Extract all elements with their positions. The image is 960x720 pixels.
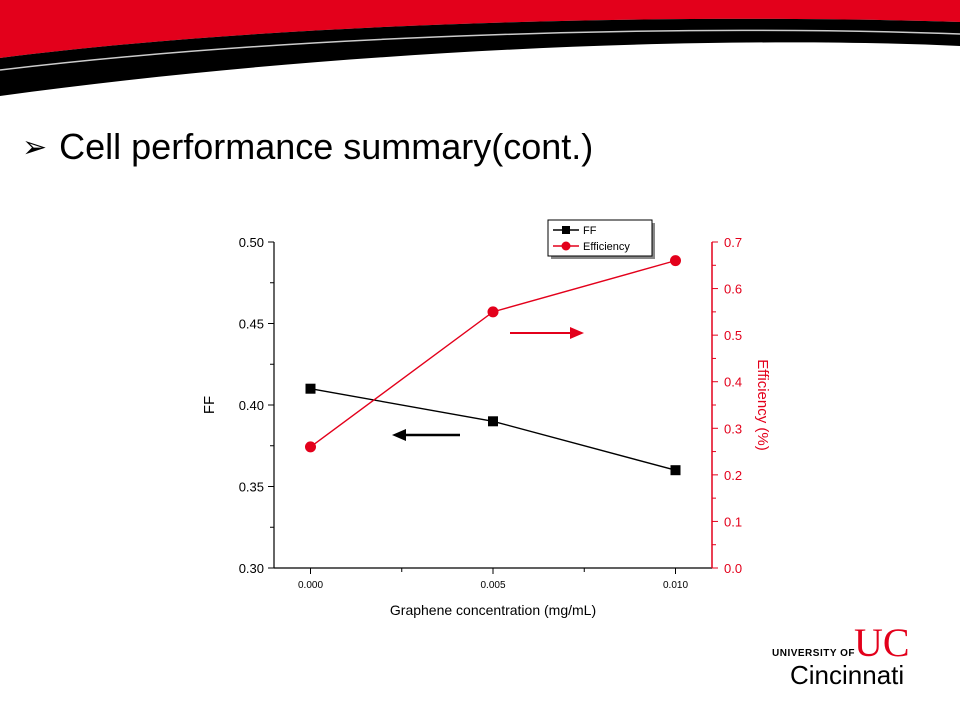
- y-right-tick-label: 0.2: [724, 468, 742, 483]
- x-tick-label: 0.000: [298, 580, 323, 591]
- y-right-tick-label: 0.5: [724, 328, 742, 343]
- data-point-efficiency: [305, 441, 316, 453]
- legend-marker-ff: [562, 226, 570, 234]
- y-right-tick-label: 0.3: [724, 421, 742, 436]
- axis-indicator-arrows: [392, 327, 584, 441]
- legend-label-ff: FF: [583, 225, 597, 237]
- data-point-efficiency: [670, 255, 681, 267]
- banner-white-stripe: [0, 29, 960, 71]
- bullet-arrow-icon: ➢: [22, 130, 48, 164]
- logo-line-2: Cincinnati: [790, 660, 905, 690]
- y-right-axis-title: Efficiency (%): [754, 359, 771, 450]
- y-left-tick-label: 0.40: [239, 398, 264, 413]
- legend-marker-efficiency: [561, 241, 571, 251]
- legend: FF Efficiency: [547, 219, 655, 259]
- uc-logo-mark: UC: [854, 620, 910, 660]
- y-left-tick-label: 0.35: [239, 480, 264, 495]
- legend-label-efficiency: Efficiency: [583, 241, 630, 253]
- x-tick-label: 0.010: [663, 580, 688, 591]
- plot-frame: [273, 242, 713, 569]
- x-tick-label: 0.005: [480, 580, 505, 591]
- slide-title: ➢ Cell performance summary(cont.): [22, 126, 593, 168]
- y-right-tick-label: 0.7: [724, 235, 742, 250]
- data-point-ff: [670, 465, 681, 476]
- header-banner: [0, 0, 960, 97]
- arrow-right-head: [570, 327, 584, 339]
- y-right-tick-label: 0.6: [724, 282, 742, 297]
- series-marks: [305, 255, 681, 476]
- x-axis-title: Graphene concentration (mg/mL): [390, 602, 596, 618]
- y-right-tick-label: 0.1: [724, 514, 742, 529]
- data-point-ff: [488, 416, 498, 427]
- university-logo: UC UNIVERSITY OF Cincinnati: [770, 620, 920, 690]
- y-axis-right: 0.0 0.1 0.2 0.3 0.4 0.5 0.6 0.7 Efficiency (%): [712, 235, 771, 576]
- data-point-efficiency: [487, 306, 499, 318]
- banner-red-band: [0, 0, 960, 58]
- y-left-axis-title: FF: [201, 396, 218, 414]
- y-right-tick-label: 0.0: [724, 561, 742, 576]
- series-line-ff: [310, 388, 676, 471]
- y-left-tick-label: 0.50: [239, 235, 264, 250]
- uc-logo-letters: UC: [854, 620, 910, 660]
- data-point-ff: [305, 383, 316, 394]
- y-right-tick-label: 0.4: [724, 375, 742, 390]
- y-left-tick-label: 0.30: [239, 561, 264, 576]
- logo-line-1: UNIVERSITY OF: [772, 648, 855, 659]
- banner-black-band: [0, 18, 960, 97]
- y-left-tick-label: 0.45: [239, 317, 264, 332]
- slide-title-text: Cell performance summary(cont.): [59, 126, 594, 167]
- x-axis: 0.000 0.005 0.010 Graphene concentration (m…: [298, 568, 688, 618]
- y-axis-left: 0.30 0.35 0.40 0.45 0.50 FF: [201, 235, 274, 576]
- arrow-left-head: [392, 429, 406, 441]
